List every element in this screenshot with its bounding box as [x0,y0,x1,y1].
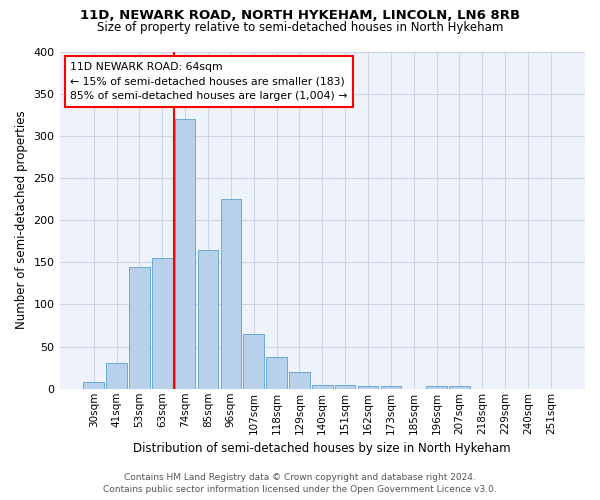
Bar [129,266,150,389]
Text: 11D NEWARK ROAD: 64sqm
← 15% of semi-detached houses are smaller (183)
85% of se: 11D NEWARK ROAD: 64sqm ← 15% of semi-det… [70,62,347,101]
Bar [335,384,355,389]
Bar [221,199,241,389]
Bar [198,250,218,389]
Bar [244,334,264,389]
Y-axis label: Number of semi-detached properties: Number of semi-detached properties [15,111,28,330]
Bar [426,386,447,389]
Bar [380,386,401,389]
Bar [449,386,470,389]
Bar [175,119,196,389]
Bar [312,384,332,389]
Bar [289,372,310,389]
X-axis label: Distribution of semi-detached houses by size in North Hykeham: Distribution of semi-detached houses by … [133,442,511,455]
Text: Contains HM Land Registry data © Crown copyright and database right 2024.
Contai: Contains HM Land Registry data © Crown c… [103,472,497,494]
Bar [83,382,104,389]
Bar [358,386,378,389]
Text: 11D, NEWARK ROAD, NORTH HYKEHAM, LINCOLN, LN6 8RB: 11D, NEWARK ROAD, NORTH HYKEHAM, LINCOLN… [80,9,520,22]
Bar [266,356,287,389]
Text: Size of property relative to semi-detached houses in North Hykeham: Size of property relative to semi-detach… [97,21,503,34]
Bar [106,364,127,389]
Bar [152,258,173,389]
